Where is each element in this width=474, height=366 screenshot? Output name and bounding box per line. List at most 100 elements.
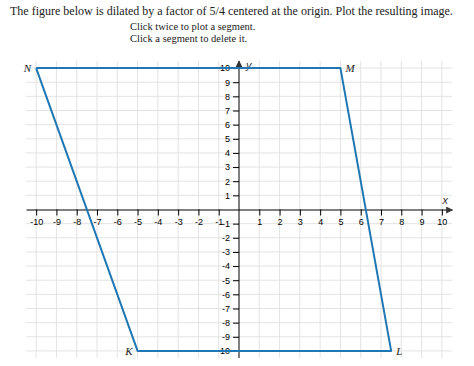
y-tick-label: 8 xyxy=(225,92,230,102)
x-tick-label: 3 xyxy=(298,217,303,227)
vertex-label: N xyxy=(23,62,32,74)
y-tick-label: 4 xyxy=(225,148,230,158)
x-tick: 6 xyxy=(359,210,364,227)
x-tick-mark xyxy=(401,210,402,216)
y-tick-mark xyxy=(233,266,239,267)
x-tick-mark xyxy=(77,210,78,216)
x-tick-mark xyxy=(280,210,281,216)
x-tick-label: -9 xyxy=(53,217,61,227)
title: The figure below is dilated by a factor … xyxy=(10,4,464,18)
grid xyxy=(26,61,452,358)
y-tick-mark xyxy=(233,181,239,182)
vertex-labels: N M K L xyxy=(23,62,402,357)
y-axis-line xyxy=(239,61,240,358)
x-tick: 1 xyxy=(257,210,262,227)
x-tick-label: 6 xyxy=(359,217,364,227)
y-axis-title: y xyxy=(245,59,253,71)
x-tick-mark xyxy=(36,210,37,216)
x-tick: -7 xyxy=(93,210,101,227)
x-tick: -6 xyxy=(114,210,122,227)
x-tick-label: 4 xyxy=(318,217,323,227)
y-tick: 3 xyxy=(225,162,239,172)
vertex-label: L xyxy=(395,345,402,357)
y-tick-label: 6 xyxy=(225,120,230,130)
y-tick-label: 9 xyxy=(225,78,230,88)
chart: -10-9-8-7-6-5-4-3-2-112345678910-10-9-8-… xyxy=(0,47,474,366)
y-tick-label: 3 xyxy=(225,162,230,172)
y-tick-mark xyxy=(233,337,239,338)
vertex-label: K xyxy=(124,345,133,357)
x-tick-mark xyxy=(361,210,362,216)
x-tick-label: 2 xyxy=(278,217,283,227)
plot-area xyxy=(36,68,391,351)
x-tick-label: -10 xyxy=(30,217,43,227)
x-tick-mark xyxy=(381,210,382,216)
x-tick-label: -3 xyxy=(175,217,183,227)
y-tick: -4 xyxy=(222,261,239,271)
x-tick-mark xyxy=(422,210,423,216)
x-tick: -3 xyxy=(175,210,183,227)
x-tick: 5 xyxy=(338,210,343,227)
y-tick: -2 xyxy=(222,233,239,243)
y-tick-label: -6 xyxy=(222,290,230,300)
header: The figure below is dilated by a factor … xyxy=(0,0,474,47)
x-tick: 9 xyxy=(420,210,425,227)
figure-outline xyxy=(36,68,391,351)
subtitle: Click a segment to delete it. xyxy=(10,33,464,45)
y-tick: -3 xyxy=(222,247,239,257)
x-tick: 7 xyxy=(379,210,384,227)
y-tick-label: 1 xyxy=(225,191,230,201)
y-tick-mark xyxy=(233,139,239,140)
y-tick: -1 xyxy=(222,219,239,229)
y-tick-mark xyxy=(233,82,239,83)
y-tick-mark xyxy=(233,252,239,253)
y-tick: 7 xyxy=(225,106,239,116)
x-tick-label: -4 xyxy=(154,217,162,227)
y-tick: 9 xyxy=(225,78,239,88)
y-tick-label: -2 xyxy=(222,233,230,243)
y-tick-mark xyxy=(233,309,239,310)
x-tick-label: 9 xyxy=(420,217,425,227)
vertex-label: M xyxy=(344,62,355,74)
y-tick-label: -7 xyxy=(222,304,230,314)
y-tick-mark xyxy=(233,238,239,239)
x-tick-label: -8 xyxy=(73,217,81,227)
x-tick-mark xyxy=(219,210,220,216)
x-tick-mark xyxy=(97,210,98,216)
y-tick: -9 xyxy=(222,332,239,342)
x-tick: -4 xyxy=(154,210,162,227)
y-tick-label: 7 xyxy=(225,106,230,116)
x-tick-label: 10 xyxy=(437,217,447,227)
x-tick-label: -6 xyxy=(114,217,122,227)
x-tick: -10 xyxy=(30,210,43,227)
x-tick-mark xyxy=(442,210,443,216)
x-tick: -8 xyxy=(73,210,81,227)
y-axis: -10-9-8-7-6-5-4-3-2-112345678910 xyxy=(217,61,239,358)
y-tick: 2 xyxy=(225,177,239,187)
y-tick-mark xyxy=(233,294,239,295)
x-tick: 8 xyxy=(399,210,404,227)
x-tick-label: -2 xyxy=(195,217,203,227)
y-tick-mark xyxy=(233,125,239,126)
x-tick: -9 xyxy=(53,210,61,227)
y-tick: -7 xyxy=(222,304,239,314)
y-tick-label: -9 xyxy=(222,332,230,342)
y-tick: -6 xyxy=(222,290,239,300)
x-tick-mark xyxy=(300,210,301,216)
y-tick-mark xyxy=(233,195,239,196)
y-tick-label: -1 xyxy=(222,219,230,229)
y-tick-label: -8 xyxy=(222,318,230,328)
y-tick: -5 xyxy=(222,276,239,286)
x-tick-mark xyxy=(340,210,341,216)
x-axis-title: x xyxy=(442,194,449,206)
y-tick-label: 5 xyxy=(225,134,230,144)
x-tick: -5 xyxy=(134,210,142,227)
y-tick: 8 xyxy=(225,92,239,102)
y-tick-label: -5 xyxy=(222,276,230,286)
y-tick: 5 xyxy=(225,134,239,144)
x-tick: 10 xyxy=(437,210,447,227)
x-tick-label: 5 xyxy=(338,217,343,227)
y-tick: 4 xyxy=(225,148,239,158)
x-tick-mark xyxy=(320,210,321,216)
x-tick-label: 7 xyxy=(379,217,384,227)
